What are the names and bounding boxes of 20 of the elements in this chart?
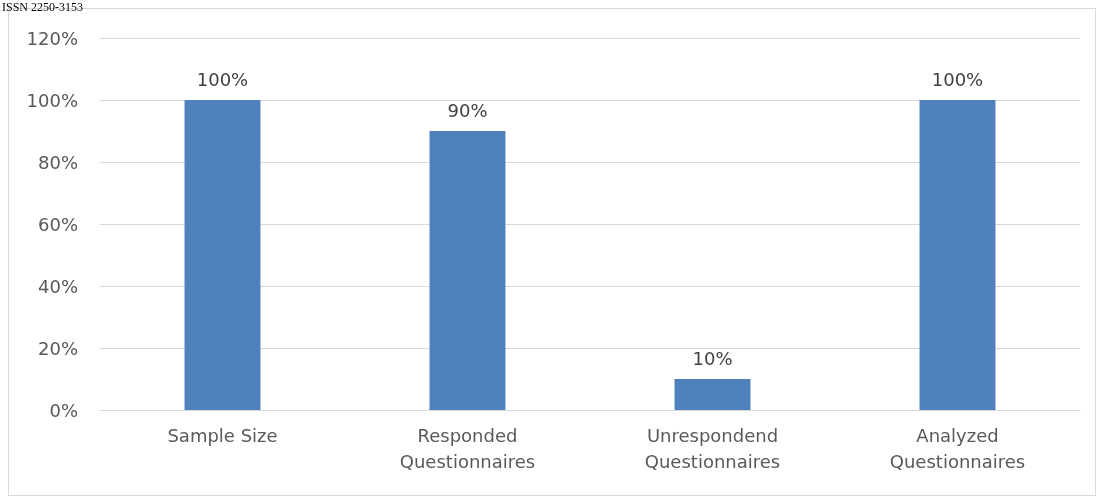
y-tick-label: 100%	[26, 89, 78, 111]
bar	[919, 100, 996, 410]
bar	[184, 100, 261, 410]
bar	[429, 131, 506, 410]
x-tick-label: Unrespondend Questionnaires	[644, 424, 781, 472]
text: ISSN 2250-3153	[2, 0, 84, 15]
y-tick-label: 120%	[26, 27, 78, 49]
y-tick-label: 40%	[37, 275, 78, 297]
bar	[674, 379, 751, 410]
y-tick-label: 80%	[37, 151, 78, 173]
x-tick-label: Responded Questionnaires	[399, 424, 536, 472]
data-label: 10%	[692, 347, 733, 369]
x-tick-label: Analyzed Questionnaires	[889, 424, 1026, 472]
data-label: 90%	[447, 99, 488, 121]
y-tick-label: 0%	[49, 399, 78, 421]
y-tick-label: 60%	[37, 213, 78, 235]
data-label: 100%	[196, 68, 249, 90]
x-tick-label: Sample Size	[167, 424, 278, 446]
data-label: 100%	[931, 68, 984, 90]
y-tick-label: 20%	[37, 337, 78, 359]
